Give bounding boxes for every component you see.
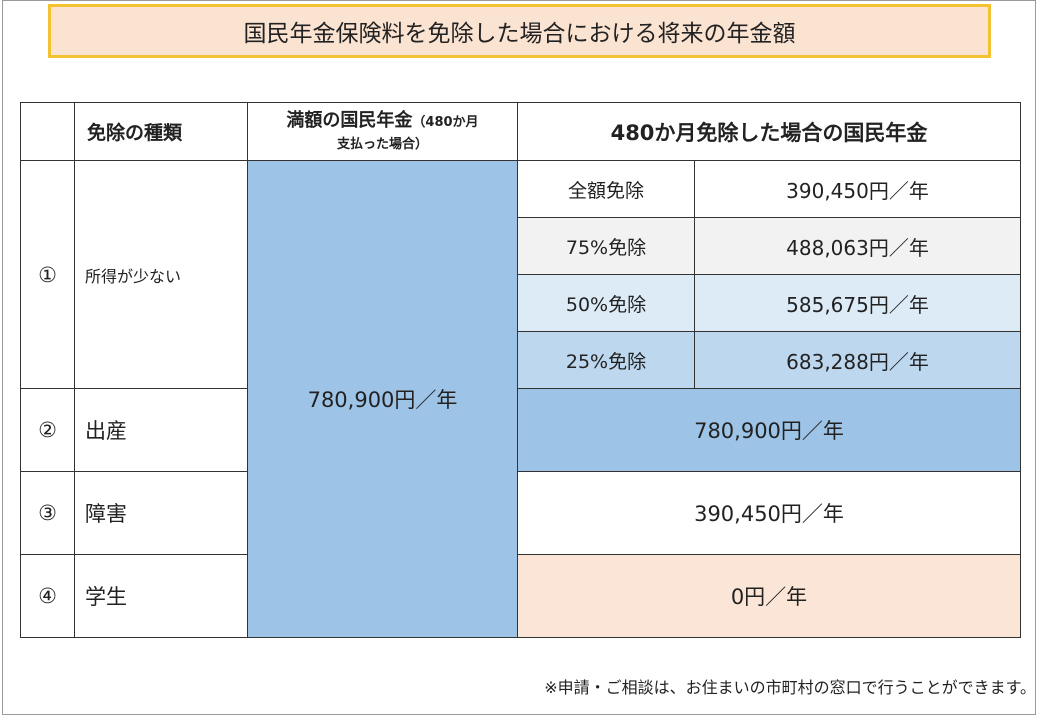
sub-exemption-value: 585,675円／年 [694, 274, 1021, 332]
table-row: ③ 障害 390,450円／年 [20, 471, 1021, 555]
row-type-label: 出産 [74, 388, 248, 472]
page-title: 国民年金保険料を免除した場合における将来の年金額 [48, 4, 991, 58]
row-number: ② [20, 388, 75, 472]
row-number: ① [20, 160, 75, 389]
row-number: ④ [20, 554, 75, 638]
header-full-pension-main: 満額の国民年金 [286, 110, 413, 132]
row-exempt-value: 780,900円／年 [517, 388, 1021, 472]
sub-exemption-label: 75%免除 [517, 217, 695, 275]
table-row: ① 所得が少ない 780,900円／年 全額免除 390,450円／年 [20, 160, 1021, 638]
sub-exemption-value: 683,288円／年 [694, 331, 1021, 389]
full-pension-amount: 780,900円／年 [247, 160, 518, 638]
header-full-pension-note2: 支払った場合） [336, 136, 428, 152]
table-row: ④ 学生 0円／年 [20, 554, 1021, 638]
table-header-row: 免除の種類 満額の国民年金（480か月 支払った場合） 480か月免除した場合の… [20, 102, 1021, 161]
row-exempt-value: 0円／年 [517, 554, 1021, 638]
header-exemption-type: 免除の種類 [74, 102, 248, 161]
header-number-cell [20, 102, 75, 161]
sub-exemption-label: 全額免除 [517, 160, 695, 218]
pension-table: 免除の種類 満額の国民年金（480か月 支払った場合） 480か月免除した場合の… [20, 102, 1021, 638]
table-row: ② 出産 780,900円／年 [20, 388, 1021, 472]
row-type-label: 学生 [74, 554, 248, 638]
header-full-pension-note: （480か月 [412, 115, 479, 131]
header-full-pension: 満額の国民年金（480か月 支払った場合） [247, 102, 518, 161]
row-type-label: 所得が少ない [74, 160, 248, 389]
row-type-label: 障害 [74, 471, 248, 555]
row-exempt-value: 390,450円／年 [517, 471, 1021, 555]
page-title-text: 国民年金保険料を免除した場合における将来の年金額 [243, 21, 796, 47]
sub-exemption-value: 488,063円／年 [694, 217, 1021, 275]
row-number: ③ [20, 471, 75, 555]
table-row: 50%免除 585,675円／年 [21, 274, 1021, 332]
footnote: ※申請・ご相談は、お住まいの市町村の窓口で行うことができます。 [544, 678, 1036, 697]
header-exempt-pension: 480か月免除した場合の国民年金 [517, 102, 1021, 161]
sub-exemption-value: 390,450円／年 [694, 160, 1021, 218]
table-row: 25%免除 683,288円／年 [21, 331, 1021, 389]
sub-exemption-label: 50%免除 [517, 274, 695, 332]
sub-exemption-label: 25%免除 [517, 331, 695, 389]
